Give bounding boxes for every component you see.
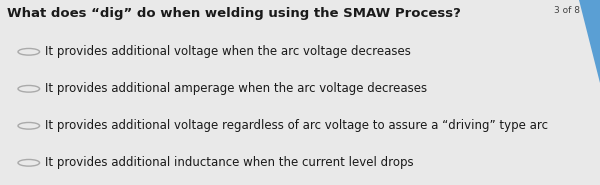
Ellipse shape [18, 159, 40, 166]
Text: It provides additional amperage when the arc voltage decreases: It provides additional amperage when the… [45, 82, 427, 95]
Text: It provides additional voltage when the arc voltage decreases: It provides additional voltage when the … [45, 45, 411, 58]
Ellipse shape [18, 85, 40, 92]
Ellipse shape [18, 122, 40, 129]
Text: What does “dig” do when welding using the SMAW Process?: What does “dig” do when welding using th… [7, 7, 461, 20]
Ellipse shape [18, 48, 40, 55]
Text: It provides additional inductance when the current level drops: It provides additional inductance when t… [45, 156, 413, 169]
Text: It provides additional voltage regardless of arc voltage to assure a “driving” t: It provides additional voltage regardles… [45, 119, 548, 132]
Text: 3 of 8: 3 of 8 [554, 6, 580, 15]
Polygon shape [579, 0, 600, 83]
